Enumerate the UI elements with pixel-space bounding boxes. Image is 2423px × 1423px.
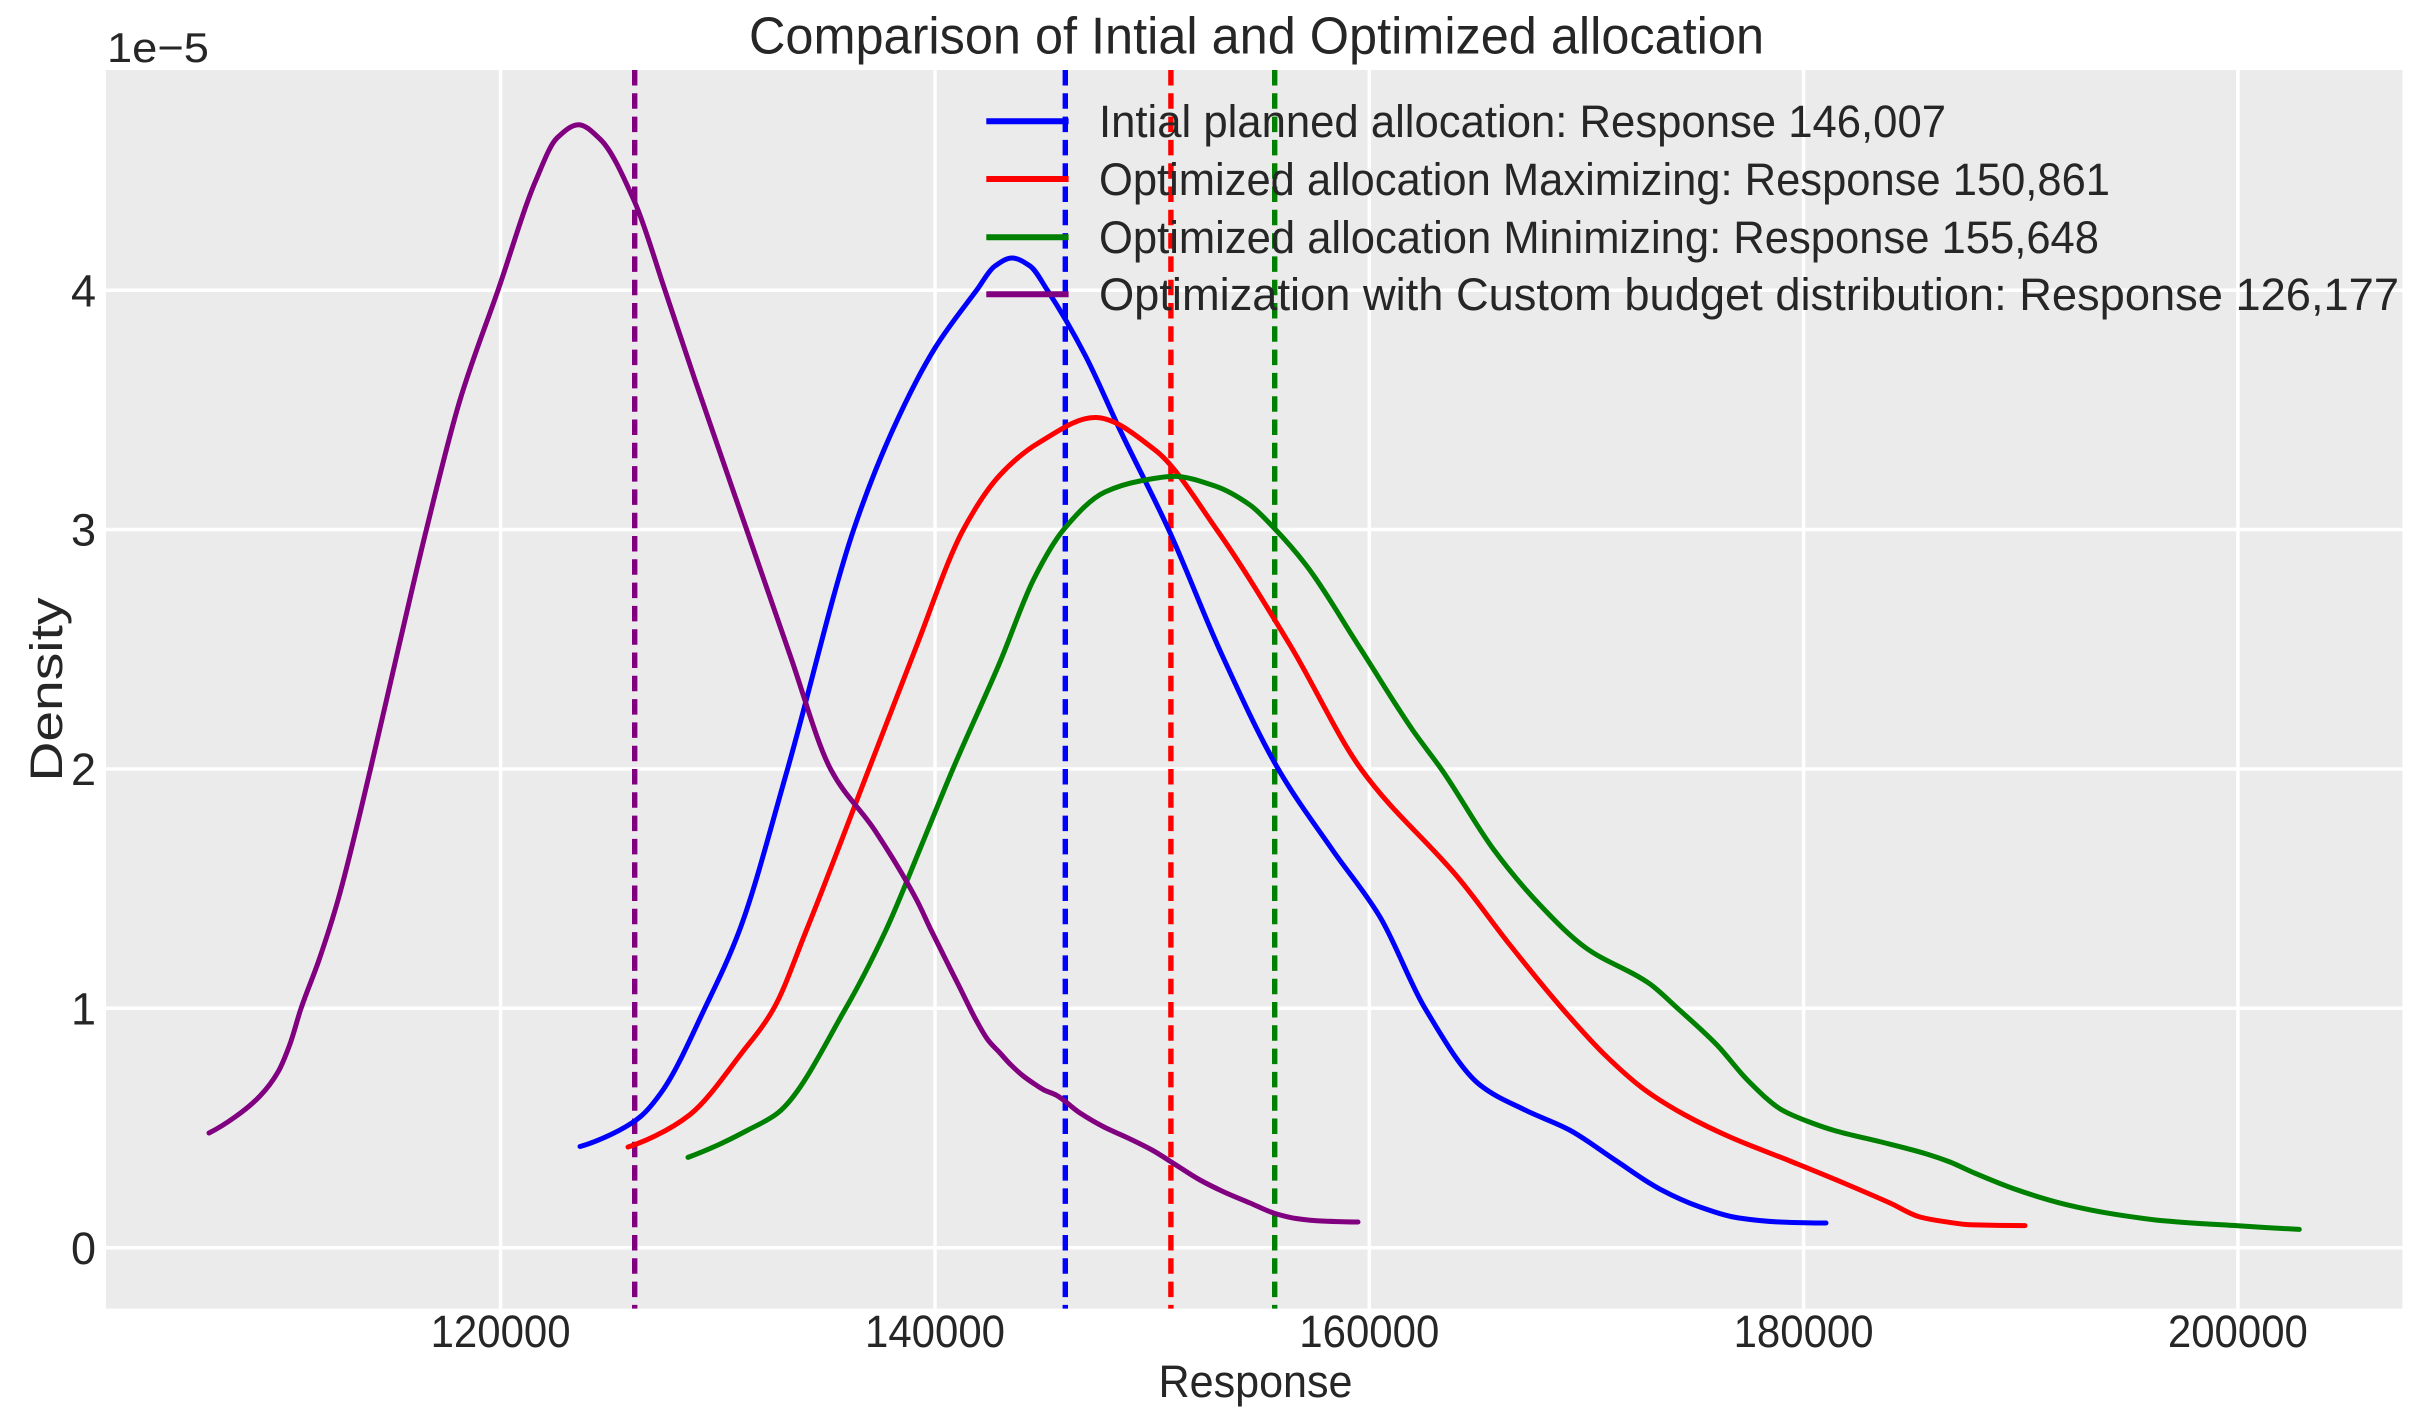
svg-text:1e−5: 1e−5 [107, 24, 209, 71]
svg-text:0: 0 [71, 1223, 96, 1274]
svg-text:Optimization with Custom budge: Optimization with Custom budget distribu… [1099, 269, 2399, 320]
svg-text:1: 1 [71, 983, 96, 1034]
svg-text:180000: 180000 [1734, 1306, 1874, 1357]
svg-text:200000: 200000 [2168, 1306, 2308, 1357]
svg-text:Optimized allocation Minimizin: Optimized allocation Minimizing: Respons… [1099, 212, 2099, 263]
svg-text:Comparison of Intial and Optim: Comparison of Intial and Optimized alloc… [749, 8, 1764, 66]
svg-text:Intial planned allocation: Res: Intial planned allocation: Response 146,… [1099, 96, 1946, 147]
svg-text:140000: 140000 [865, 1306, 1005, 1357]
svg-text:160000: 160000 [1299, 1306, 1439, 1357]
svg-text:4: 4 [71, 265, 96, 316]
svg-text:120000: 120000 [431, 1306, 571, 1357]
svg-text:Optimized allocation Maximizin: Optimized allocation Maximizing: Respons… [1099, 154, 2110, 205]
svg-text:3: 3 [71, 505, 96, 556]
svg-text:2: 2 [71, 744, 96, 795]
svg-text:Response: Response [1159, 1356, 1353, 1407]
svg-text:Density: Density [21, 597, 72, 782]
